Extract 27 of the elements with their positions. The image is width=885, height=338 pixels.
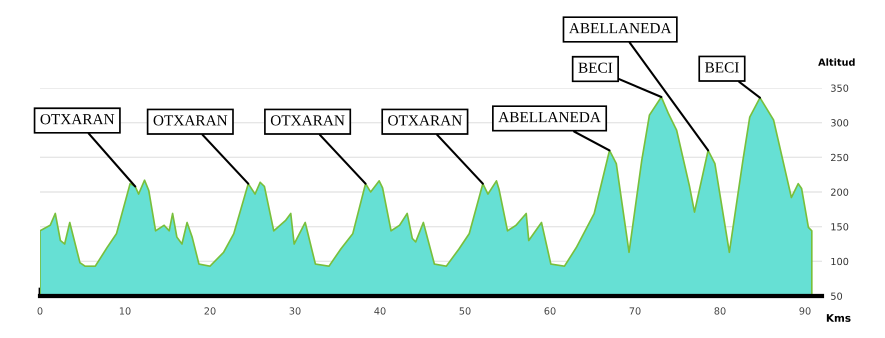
y-axis-title: Altitud (818, 58, 855, 66)
annotation: BECI (705, 62, 739, 73)
annotation: ABELLANEDA (498, 112, 601, 122)
x-tick-label: 90 (799, 307, 811, 315)
x-tick-label: 60 (544, 307, 556, 315)
x-tick-label: 40 (374, 307, 386, 315)
x-tick-label: 10 (120, 307, 131, 315)
x-tick-label: 20 (204, 307, 216, 315)
y-tick-label: 150 (831, 223, 848, 230)
annotation: OTXARAN (388, 115, 462, 126)
y-tick-label: 100 (831, 258, 848, 266)
x-tick-label: 70 (630, 307, 641, 315)
annotation: OTXARAN (154, 115, 228, 126)
x-tick-label: 0 (38, 307, 42, 315)
y-tick-label: 250 (831, 154, 848, 162)
y-tick-label: 200 (831, 188, 848, 196)
y-tick-label: 50 (831, 292, 842, 300)
annotation: BECI (578, 62, 612, 73)
x-axis-title: Kms (826, 314, 851, 322)
y-tick-label: 350 (831, 84, 848, 92)
x-tick-label: 30 (290, 307, 301, 315)
y-tick-label: 300 (831, 119, 848, 126)
annotation: OTXARAN (270, 115, 345, 126)
x-tick-label: 50 (460, 307, 471, 315)
annotation: ABELLANEDA (568, 23, 672, 34)
annotation: OTXARAN (40, 114, 114, 124)
x-tick-label: 80 (714, 307, 726, 315)
